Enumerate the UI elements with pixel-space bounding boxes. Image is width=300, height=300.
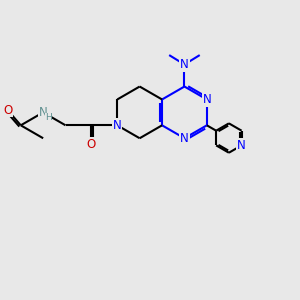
Text: H: H: [45, 113, 52, 122]
Text: O: O: [87, 138, 96, 151]
Text: N: N: [180, 58, 189, 71]
Text: N: N: [202, 93, 211, 106]
Text: N: N: [180, 132, 189, 145]
Text: N: N: [39, 106, 47, 119]
Text: N: N: [237, 139, 246, 152]
Text: O: O: [3, 103, 12, 116]
Text: N: N: [113, 119, 122, 132]
